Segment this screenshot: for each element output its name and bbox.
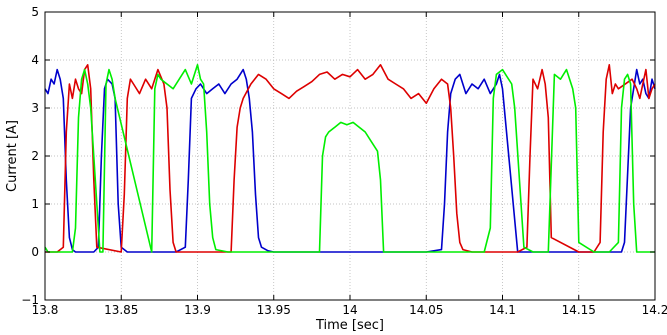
series-line-3 xyxy=(44,64,655,253)
x-tick-label: 13.9 xyxy=(184,303,211,317)
y-tick-labels: −1 0 1 2 3 4 5 xyxy=(21,5,39,307)
x-tick-labels: 13.8 13.85 13.9 13.95 14 14.05 14.1 14.15 14.2 xyxy=(32,303,667,317)
x-tick-label: 13.95 xyxy=(257,303,291,317)
series-line-2 xyxy=(45,64,656,253)
x-axis-title: Time [sec] xyxy=(315,318,384,333)
x-tick-label: 14.1 xyxy=(489,303,516,317)
x-tick-label: 14.2 xyxy=(642,303,667,317)
series-line-1 xyxy=(44,68,656,253)
y-tick-label: 2 xyxy=(31,149,39,163)
y-axis-title: Current [A] xyxy=(5,120,20,192)
x-tick-label: 14 xyxy=(342,303,357,317)
grid xyxy=(44,11,656,301)
y-tick-label: 1 xyxy=(31,197,39,211)
x-tick-label: 14.15 xyxy=(562,303,596,317)
x-tick-label: 13.8 xyxy=(32,303,59,317)
ticks xyxy=(44,11,656,301)
y-tick-label: 0 xyxy=(31,245,39,259)
x-tick-label: 14.05 xyxy=(409,303,443,317)
y-tick-label: 4 xyxy=(31,53,39,67)
y-tick-label: −1 xyxy=(21,293,39,307)
y-tick-label: 3 xyxy=(31,101,39,115)
y-tick-label: 5 xyxy=(31,5,39,19)
x-tick-label: 13.85 xyxy=(104,303,138,317)
series-layer xyxy=(44,64,656,253)
